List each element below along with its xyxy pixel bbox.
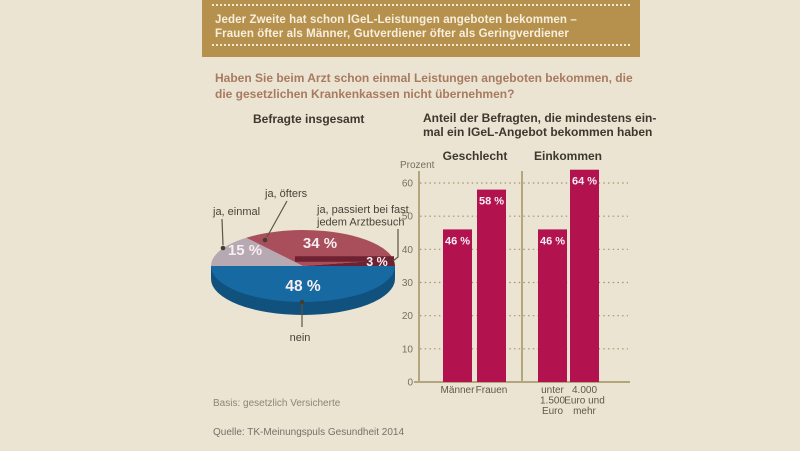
survey-question-line2: die gesetzlichen Krankenkassen nicht übe… (215, 86, 515, 101)
banner-dotted-rule-top (212, 4, 630, 6)
banner-headline-line1: Jeder Zweite hat schon IGeL-Leistungen a… (215, 14, 577, 26)
pie-section-title: Befragte insgesamt (253, 112, 365, 126)
pie-value-label-nein: 48 % (285, 278, 321, 295)
pie-slice-label-ja_fast: ja, passiert bei fast jedem Arztbesuch (316, 204, 409, 229)
bar-value-label: 46 % (540, 235, 565, 247)
pie-slice-label-ja_oefters: ja, öfters (264, 188, 308, 200)
banner-dotted-rule-bottom (212, 44, 630, 46)
pie-leader-dot-ja_oefters (262, 237, 268, 243)
y-tick-label-30: 30 (402, 278, 414, 289)
bar-chart: 0 10 20 30 40 50 60 Prozent Geschlecht 46 % Männer… (400, 149, 630, 417)
pie-slice-nein (211, 266, 395, 302)
pie-value-label-ja_oefters: 34 % (303, 235, 337, 252)
y-tick-label-0: 0 (407, 378, 413, 389)
bar-value-label: 58 % (479, 196, 504, 208)
bar-section-title-line1: Anteil der Befragten, die mindestens ein… (423, 111, 657, 125)
y-tick-label-40: 40 (402, 245, 414, 256)
bar-4-000-euro-und-mehr (570, 169, 599, 382)
pie-value-label-ja_fast: 3 % (366, 255, 388, 269)
pie-chart: 15 % 34 % 3 % 48 % ja, einmal ja, öfters ja, p… (211, 188, 409, 344)
pie-leader-line-ja_fast (392, 229, 399, 262)
pie-slice-label-nein: nein (290, 332, 311, 344)
banner-headline-line2: Frauen öfter als Männer, Gutverdiener öf… (215, 28, 569, 40)
pie-value-label-ja_einmal: 15 % (228, 242, 262, 259)
bar-unter-1-500-euro (538, 229, 567, 382)
pie-slice-label-ja_einmal: ja, einmal (212, 206, 260, 218)
group-heading-einkommen: Einkommen (534, 149, 602, 163)
pie-slice-ja_einmal (211, 237, 303, 266)
bar-frauen (477, 189, 506, 382)
bar-m-nner (443, 229, 472, 382)
y-tick-label-60: 60 (402, 179, 414, 190)
pie-leader-dot-nein (299, 299, 305, 305)
survey-question-line1: Haben Sie beim Arzt schon einmal Leistun… (215, 71, 633, 85)
y-tick-label-50: 50 (402, 212, 414, 223)
pie-leader-dot-ja_einmal (220, 245, 226, 251)
survey-question: Haben Sie beim Arzt schon einmal Leistun… (215, 71, 645, 102)
bar-category-label: Frauen (476, 385, 508, 396)
pie-leader-line-ja_einmal (221, 218, 224, 246)
headline-banner: Jeder Zweite hat schon IGeL-Leistungen a… (202, 0, 640, 57)
bar-value-label: 64 % (572, 176, 597, 188)
bar-section-title-line2: mal ein IGeL-Angebot bekommen haben (423, 124, 653, 139)
y-tick-label-10: 10 (402, 344, 414, 355)
bar-section-title: Anteil der Befragten, die mindestens ein… (423, 111, 657, 139)
basis-note: Basis: gesetzlich Versicherte (213, 398, 341, 409)
bar-category-label: 4.000 Euro und mehr (564, 385, 605, 417)
y-tick-label-20: 20 (402, 311, 414, 322)
y-axis-unit-label: Prozent (400, 160, 435, 171)
pie-leader-line-ja_oefters (266, 200, 288, 238)
group-heading-geschlecht: Geschlecht (443, 149, 508, 163)
source-note: Quelle: TK-Meinungspuls Gesundheit 2014 (213, 427, 405, 438)
bar-value-label: 46 % (445, 235, 470, 247)
bar-category-label: Männer (441, 385, 476, 396)
bar-category-label: unter 1.500 Euro (540, 385, 565, 417)
